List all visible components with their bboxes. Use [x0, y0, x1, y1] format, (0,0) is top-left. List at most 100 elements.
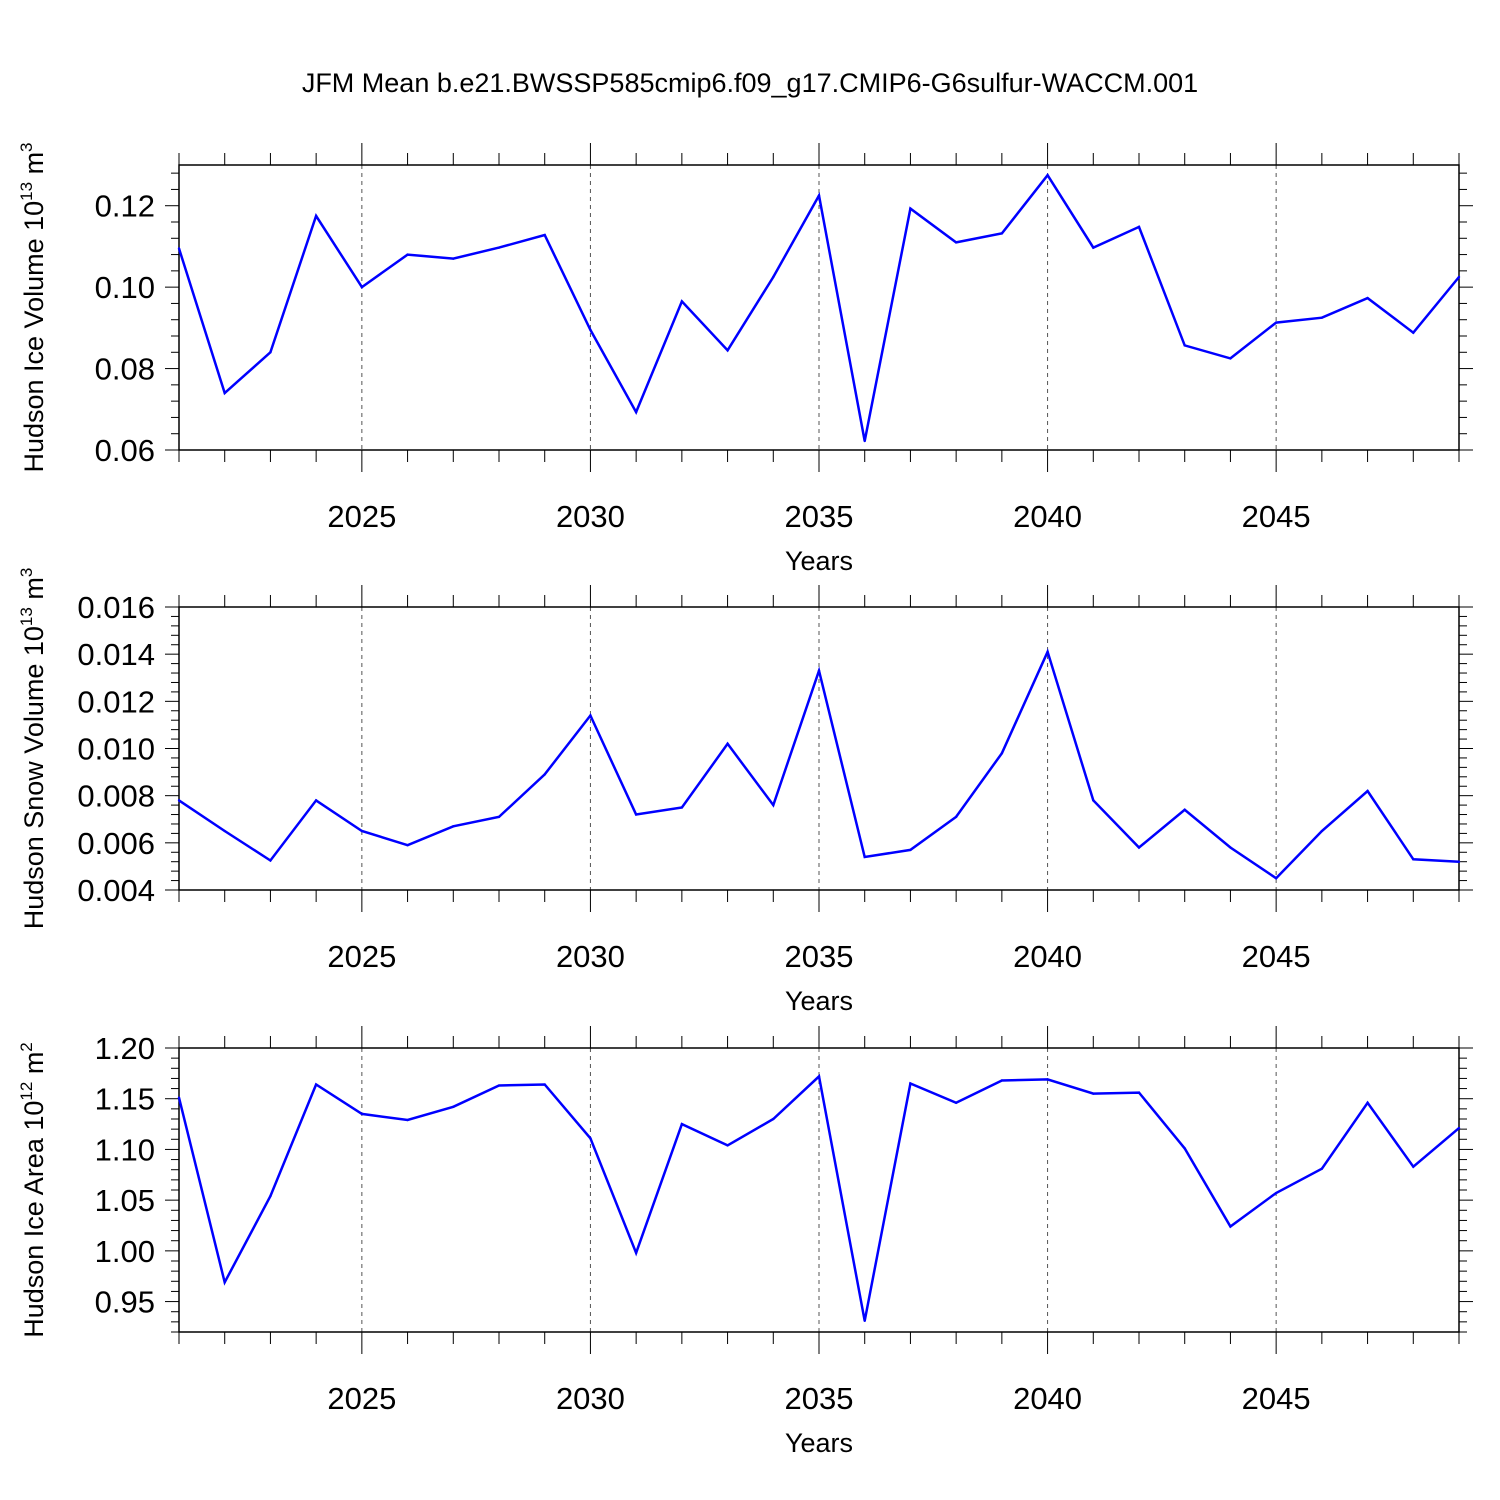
- y-tick-label: 0.95: [95, 1285, 155, 1320]
- y-tick-label: 1.10: [95, 1132, 155, 1167]
- data-point: [314, 1083, 318, 1086]
- data-point: [360, 285, 364, 289]
- x-tick-label: 2035: [785, 499, 854, 534]
- panel-ice-volume: 0.06 0.08 0.10 0.12 2025 2030 2035 2040 2045 Year…: [17, 142, 1473, 576]
- data-point: [726, 349, 729, 352]
- data-point: [954, 815, 958, 819]
- data-point: [817, 669, 821, 672]
- y-tick-label: 0.014: [77, 637, 155, 672]
- data-point: [1183, 344, 1186, 347]
- data-point: [223, 1281, 226, 1284]
- x-tick-label: 2030: [556, 939, 625, 974]
- y-tick-label: 0.08: [95, 352, 155, 387]
- data-point: [314, 799, 318, 802]
- x-axis-title: Years: [785, 546, 853, 576]
- data-point: [1092, 799, 1095, 802]
- y-tick-label: 0.016: [77, 590, 155, 625]
- data-point: [1366, 789, 1369, 793]
- data-point: [589, 328, 592, 332]
- data-point: [406, 843, 409, 847]
- data-point: [1274, 321, 1278, 324]
- figure-title: JFM Mean b.e21.BWSSP585cmip6.f09_g17.CMI…: [302, 68, 1198, 98]
- series-line: [178, 648, 1460, 880]
- data-point: [177, 1096, 181, 1099]
- x-tick-label: 2040: [1013, 499, 1082, 534]
- data-point: [1274, 1191, 1278, 1195]
- data-point: [1000, 1079, 1004, 1082]
- data-point: [1366, 1101, 1369, 1104]
- data-point: [1229, 1225, 1232, 1228]
- data-point: [726, 1144, 729, 1147]
- data-point: [863, 439, 866, 443]
- y-axis-title: Hudson Ice Area 1012 m2: [17, 1042, 49, 1338]
- data-point: [1183, 808, 1186, 812]
- x-tick-label: 2030: [556, 1381, 625, 1416]
- data-point: [177, 247, 181, 250]
- x-tick-label: 2030: [556, 499, 625, 534]
- data-point: [1412, 858, 1415, 861]
- y-tick-label: 0.008: [77, 779, 155, 814]
- x-tick-label: 2045: [1242, 1381, 1311, 1416]
- y-tick-label: 0.004: [77, 873, 155, 908]
- data-point: [1457, 1126, 1461, 1130]
- data-point: [634, 1251, 638, 1255]
- data-point: [909, 848, 912, 852]
- y-axis-title: Hudson Ice Volume 1013 m3: [17, 142, 49, 472]
- data-point: [1000, 752, 1004, 755]
- x-tick-label: 2045: [1242, 939, 1311, 974]
- data-point: [1229, 357, 1232, 360]
- data-point: [314, 214, 318, 218]
- data-point: [1046, 1078, 1049, 1081]
- x-tick-label: 2040: [1013, 1381, 1082, 1416]
- data-point: [909, 1082, 912, 1085]
- data-point: [863, 855, 866, 859]
- x-tick-label: 2025: [327, 1381, 396, 1416]
- y-tick-label: 1.00: [95, 1234, 155, 1269]
- data-point: [817, 1075, 821, 1078]
- data-point: [1137, 225, 1141, 229]
- data-point: [269, 351, 272, 354]
- data-point: [1000, 232, 1004, 235]
- x-tick-label: 2035: [785, 1381, 854, 1416]
- data-point: [772, 803, 775, 807]
- data-point: [680, 1122, 684, 1126]
- data-point: [1092, 246, 1095, 249]
- data-point: [772, 1117, 775, 1121]
- data-point: [909, 207, 912, 210]
- data-point: [406, 1118, 409, 1122]
- y-tick-label: 1.20: [95, 1031, 155, 1066]
- data-point: [680, 806, 684, 809]
- data-point: [1320, 316, 1324, 319]
- data-point: [543, 233, 546, 237]
- data-point: [452, 825, 455, 828]
- data-point: [269, 859, 272, 862]
- x-tick-label: 2025: [327, 499, 396, 534]
- data-point: [406, 253, 409, 256]
- data-point: [589, 714, 592, 717]
- data-point: [1046, 173, 1049, 177]
- data-point: [1183, 1147, 1186, 1150]
- panel-ice-area: 0.95 1.00 1.05 1.10 1.15 1.20 2025 2030 2035 2040…: [17, 1026, 1473, 1458]
- data-point: [726, 742, 729, 745]
- data-point: [452, 1105, 455, 1109]
- y-tick-label: 1.05: [95, 1183, 155, 1218]
- data-point: [863, 1319, 866, 1323]
- data-point: [1137, 846, 1141, 849]
- data-point: [269, 1194, 272, 1198]
- data-point: [223, 829, 226, 833]
- y-tick-label: 0.12: [95, 189, 155, 224]
- x-tick-label: 2045: [1242, 499, 1311, 534]
- data-point: [223, 391, 226, 395]
- y-tick-label: 0.06: [95, 433, 155, 468]
- x-tick-label: 2025: [327, 939, 396, 974]
- data-point: [680, 300, 684, 303]
- data-point: [817, 194, 821, 197]
- y-axis-title: Hudson Snow Volume 1013 m3: [17, 568, 49, 930]
- data-point: [954, 241, 958, 244]
- y-tick-label: 1.15: [95, 1082, 155, 1117]
- x-tick-label: 2035: [785, 939, 854, 974]
- data-point: [1412, 331, 1415, 334]
- data-point: [1412, 1165, 1415, 1168]
- y-tick-label: 0.10: [95, 270, 155, 305]
